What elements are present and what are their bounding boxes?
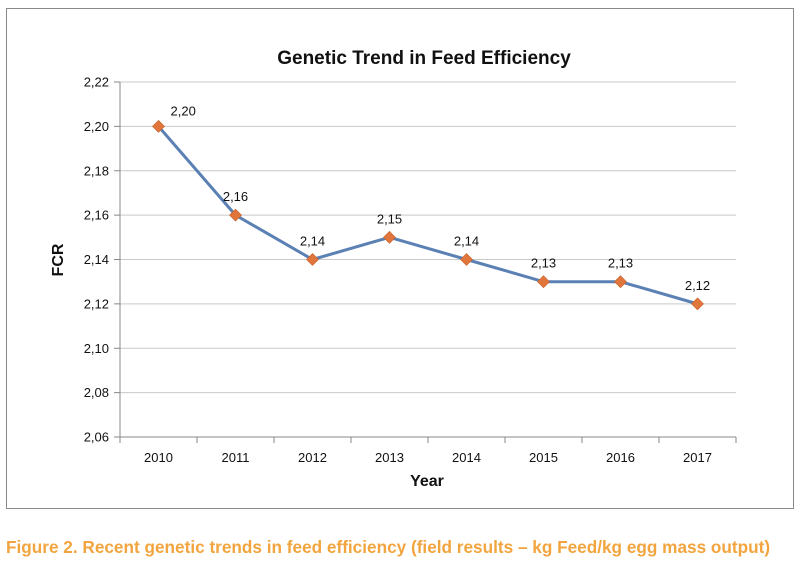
figure-caption: Figure 2. Recent genetic trends in feed … <box>6 537 771 557</box>
data-label: 2,15 <box>377 211 402 226</box>
y-tick-label: 2,14 <box>84 252 109 267</box>
y-tick-label: 2,20 <box>84 119 109 134</box>
x-tick-label: 2014 <box>452 450 481 465</box>
y-tick-label: 2,12 <box>84 296 109 311</box>
data-label: 2,20 <box>171 103 196 118</box>
axes <box>114 81 737 443</box>
x-tick-label: 2013 <box>375 450 404 465</box>
data-point <box>229 208 242 222</box>
x-tick-label: 2016 <box>606 450 635 465</box>
x-tick-label: 2010 <box>144 450 173 465</box>
data-point <box>460 253 473 266</box>
data-label: 2,16 <box>223 189 248 204</box>
y-tick-label: 2,16 <box>84 208 109 223</box>
data-label: 2,12 <box>685 278 710 293</box>
y-tick-label: 2,08 <box>84 385 109 400</box>
x-tick-label: 2012 <box>298 450 327 465</box>
data-label: 2,14 <box>454 234 479 249</box>
data-labels: 2,20 2,16 2,14 2,15 2,14 2,13 2,13 2,12 <box>171 103 711 293</box>
data-point <box>614 275 627 289</box>
data-point <box>152 119 165 133</box>
x-tick-label: 2015 <box>529 450 558 465</box>
y-tick-labels: 2,06 2,08 2,10 2,12 2,14 2,16 2,18 2,20 2,22 <box>84 75 109 445</box>
data-label: 2,14 <box>300 234 325 249</box>
x-axis-label: Year <box>410 473 444 490</box>
data-label: 2,13 <box>608 256 633 271</box>
chart-frame <box>6 8 794 509</box>
data-point <box>537 275 550 289</box>
x-tick-label: 2011 <box>222 450 250 465</box>
data-point <box>691 297 704 311</box>
y-tick-label: 2,10 <box>84 341 109 356</box>
y-axis-label: FCR <box>50 243 67 276</box>
data-point <box>306 253 319 266</box>
x-tick-label: 2017 <box>683 450 712 465</box>
x-tick-labels: 2010 2011 2012 2013 2014 2015 2016 2017 <box>144 450 712 465</box>
chart-title: Genetic Trend in Feed Efficiency <box>277 48 571 69</box>
y-tick-label: 2,18 <box>84 163 109 178</box>
data-markers <box>152 119 704 311</box>
data-point <box>383 230 396 244</box>
data-label: 2,13 <box>531 256 556 271</box>
gridlines <box>120 81 736 394</box>
y-tick-label: 2,22 <box>84 75 109 90</box>
series-line <box>157 125 698 306</box>
y-tick-label: 2,06 <box>84 430 109 445</box>
